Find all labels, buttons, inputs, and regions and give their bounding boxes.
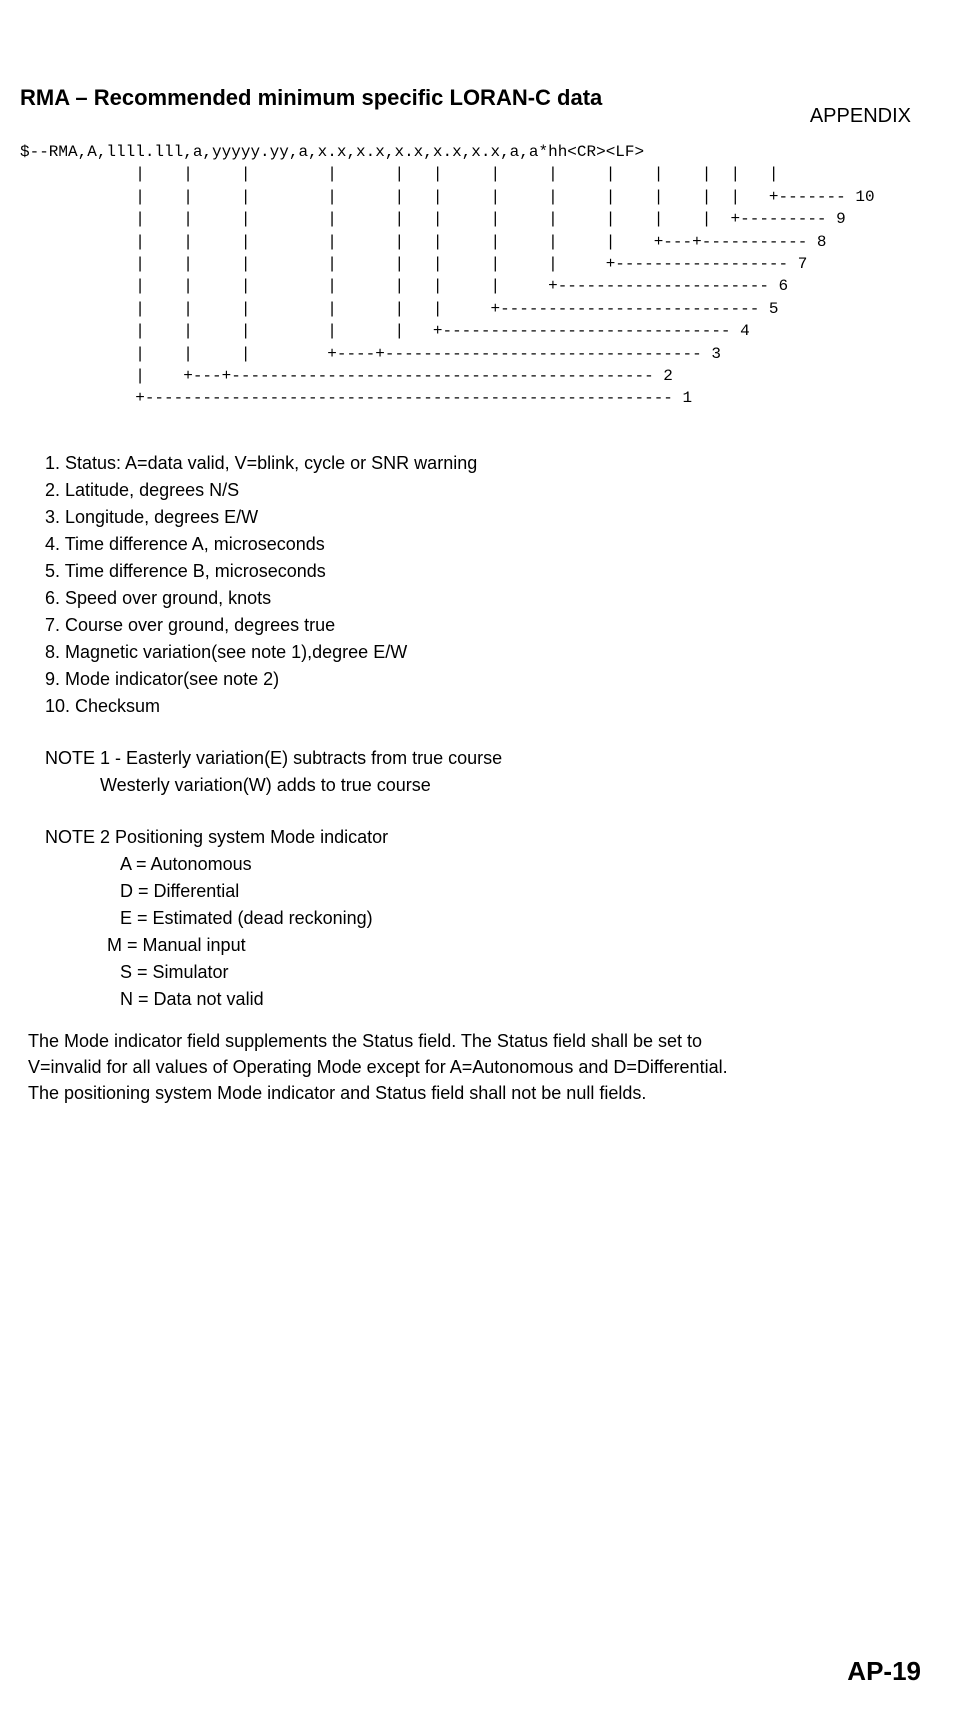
tree-line: | | | | | | | | | +---+----------- 8 [20, 233, 827, 251]
note-2-item: S = Simulator [120, 959, 971, 986]
field-item: 3. Longitude, degrees E/W [45, 504, 971, 531]
field-item: 5. Time difference B, microseconds [45, 558, 971, 585]
tree-line: +---------------------------------------… [20, 389, 692, 407]
field-item: 7. Course over ground, degrees true [45, 612, 971, 639]
tree-line: | | | | | | +---------------------------… [20, 300, 779, 318]
header-label: APPENDIX [810, 105, 911, 128]
note-2-item: A = Autonomous [120, 851, 971, 878]
note-2-item: E = Estimated (dead reckoning) [120, 905, 971, 932]
field-definitions: 1. Status: A=data valid, V=blink, cycle … [45, 450, 971, 720]
note-1-line: NOTE 1 - Easterly variation(E) subtracts… [45, 745, 971, 772]
tree-line: | | | | | | | | | | | | +------- 10 [20, 188, 875, 206]
field-item: 10. Checksum [45, 693, 971, 720]
tree-line: | | | | | +-----------------------------… [20, 322, 750, 340]
tree-line: | | | | | | | +---------------------- 6 [20, 277, 788, 295]
field-item: 4. Time difference A, microseconds [45, 531, 971, 558]
note-1-line: Westerly variation(W) adds to true cours… [100, 772, 971, 799]
note-2-title: NOTE 2 Positioning system Mode indicator [45, 824, 971, 851]
note-2-item: D = Differential [120, 878, 971, 905]
nmea-sentence-block: $--RMA,A,llll.lll,a,yyyyy.yy,a,x.x,x.x,x… [20, 141, 971, 410]
mode-indicator-paragraph: The Mode indicator field supplements the… [28, 1028, 748, 1106]
field-item: 2. Latitude, degrees N/S [45, 477, 971, 504]
tree-line: | | | | | | | | | | | +--------- 9 [20, 210, 846, 228]
note-2-item: M = Manual input [107, 932, 971, 959]
tree-line: | | | | | | | | +------------------ 7 [20, 255, 807, 273]
sentence-line: $--RMA,A,llll.lll,a,yyyyy.yy,a,x.x,x.x,x… [20, 143, 644, 161]
tree-line: | +---+---------------------------------… [20, 367, 673, 385]
field-item: 8. Magnetic variation(see note 1),degree… [45, 639, 971, 666]
tree-line: | | | +----+----------------------------… [20, 345, 721, 363]
note-2-item: N = Data not valid [120, 986, 971, 1013]
note-2: NOTE 2 Positioning system Mode indicator… [45, 824, 971, 1013]
field-item: 9. Mode indicator(see note 2) [45, 666, 971, 693]
tree-line: | | | | | | | | | | | | | [20, 165, 779, 183]
field-item: 1. Status: A=data valid, V=blink, cycle … [45, 450, 971, 477]
note-1: NOTE 1 - Easterly variation(E) subtracts… [45, 745, 971, 799]
field-item: 6. Speed over ground, knots [45, 585, 971, 612]
page-number: AP-19 [847, 1656, 921, 1687]
